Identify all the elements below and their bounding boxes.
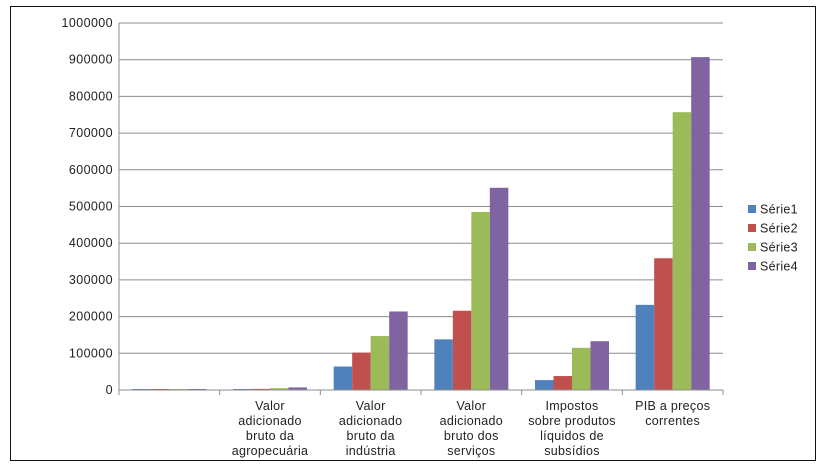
chart-frame: 0 100000 200000 300000 400000 500000 600000 700… bbox=[10, 6, 816, 461]
bar-série1-cat4 bbox=[535, 380, 554, 390]
bar-série2-cat4 bbox=[553, 376, 572, 390]
bar-série2-cat5 bbox=[654, 258, 673, 390]
bar-série4-cat5 bbox=[691, 57, 710, 390]
bar-série1-cat5 bbox=[635, 304, 655, 390]
legend-entry: Série2 bbox=[760, 222, 798, 236]
category-label: líquidos de bbox=[540, 429, 604, 443]
y-axis-tick-labels: 0 100000 200000 300000 400000 500000 600000 700… bbox=[62, 16, 113, 397]
y-tick-label: 500000 bbox=[69, 200, 113, 214]
y-tick-label: 600000 bbox=[69, 163, 113, 177]
category-label: serviços bbox=[447, 444, 495, 458]
category-label: bruto dos bbox=[444, 429, 499, 443]
bar-série3-cat4 bbox=[572, 347, 591, 390]
y-tick-label: 400000 bbox=[69, 236, 113, 250]
legend-swatch bbox=[748, 262, 756, 270]
bar-chart: 0 100000 200000 300000 400000 500000 600000 700… bbox=[62, 16, 798, 458]
legend-entry: Série4 bbox=[760, 260, 798, 274]
bar-série2-cat3 bbox=[452, 310, 472, 390]
category-label: adicionado bbox=[339, 414, 402, 428]
y-tick-label: 700000 bbox=[69, 126, 113, 140]
legend-swatch bbox=[748, 243, 756, 251]
bar-série3-cat2 bbox=[370, 336, 390, 390]
bar-série3-cat1 bbox=[270, 388, 289, 390]
bar-série4-cat3 bbox=[489, 187, 509, 390]
bar-série1-cat2 bbox=[333, 366, 353, 390]
category-label: Valor bbox=[356, 399, 386, 413]
y-tick-label: 800000 bbox=[69, 89, 113, 103]
category-label: agropecuária bbox=[232, 444, 309, 458]
category-label: Valor bbox=[456, 399, 486, 413]
legend-entry: Série1 bbox=[760, 203, 798, 217]
legend-entry: Série3 bbox=[760, 241, 798, 255]
y-tick-label: 900000 bbox=[69, 53, 113, 67]
y-tick-label: 1000000 bbox=[62, 16, 113, 30]
bar-série2-cat1 bbox=[251, 388, 270, 390]
y-tick-label: 0 bbox=[106, 383, 113, 397]
bar-série4-cat1 bbox=[288, 387, 307, 390]
category-label: Impostos bbox=[545, 399, 598, 413]
category-label: bruto da bbox=[347, 429, 395, 443]
bar-série4-cat4 bbox=[590, 341, 609, 390]
category-label: sobre produtos bbox=[528, 414, 616, 428]
axes bbox=[118, 23, 724, 395]
bar-série4-cat2 bbox=[389, 311, 408, 390]
category-label: adicionado bbox=[238, 414, 301, 428]
bar-série2-cat2 bbox=[352, 352, 371, 390]
category-label: bruto da bbox=[246, 429, 294, 443]
category-label: subsídios bbox=[544, 444, 600, 458]
category-label: correntes bbox=[645, 414, 700, 428]
bar-série3-cat5 bbox=[672, 112, 692, 390]
category-label: PIB a preços bbox=[635, 399, 710, 413]
y-tick-label: 100000 bbox=[69, 346, 113, 360]
bar-série1-cat3 bbox=[434, 339, 453, 390]
bar-série3-cat3 bbox=[471, 212, 490, 390]
y-tick-label: 200000 bbox=[69, 310, 113, 324]
category-label: indústria bbox=[346, 444, 396, 458]
legend: Série1 Série2 Série3 Série4 bbox=[748, 203, 798, 274]
legend-swatch bbox=[748, 224, 756, 232]
category-label: Valor bbox=[255, 399, 285, 413]
legend-swatch bbox=[748, 205, 756, 213]
category-label: adicionado bbox=[440, 414, 503, 428]
y-tick-label: 300000 bbox=[69, 273, 113, 287]
gridlines bbox=[119, 22, 723, 354]
bars bbox=[132, 57, 710, 390]
